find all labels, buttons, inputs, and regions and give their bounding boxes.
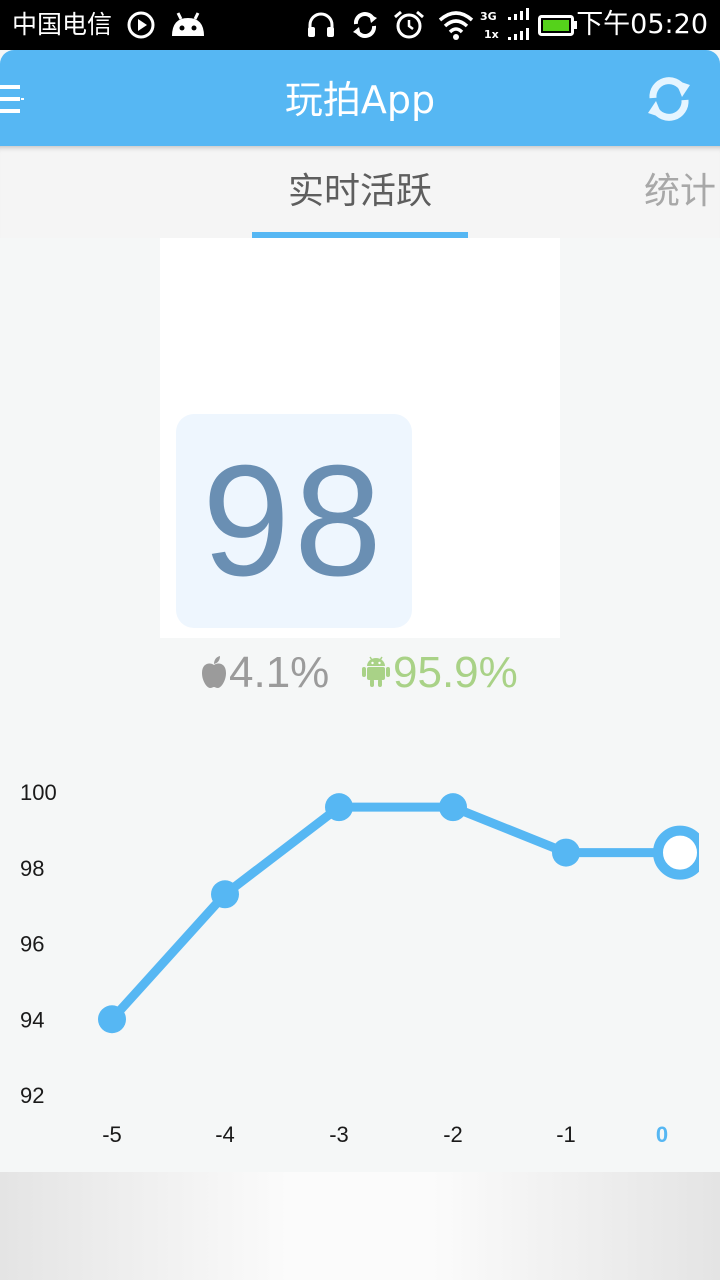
data-point[interactable]	[439, 793, 467, 822]
network-label-bottom: 1x	[484, 28, 499, 41]
app-bar: 玩拍App	[0, 50, 720, 146]
plot-area	[98, 793, 702, 1034]
active-count-box: 98	[176, 414, 412, 628]
active-trend-chart: 100 98 96 94 92 -5 -4 -3 -2 -1 0	[20, 780, 702, 1147]
tab-bar: 实时活跃 统计	[0, 146, 720, 238]
app-title: 玩拍App	[284, 78, 436, 122]
x-tick-label: -3	[329, 1122, 349, 1147]
x-tick-label: -2	[443, 1122, 463, 1147]
active-count-card: 98	[160, 238, 560, 638]
x-tick-label: -1	[556, 1122, 576, 1147]
y-tick-label: 94	[20, 1007, 44, 1032]
x-tick-label: 0	[656, 1122, 668, 1147]
tab-indicator	[252, 232, 468, 238]
y-tick-label: 96	[20, 932, 44, 957]
apple-icon	[202, 656, 226, 688]
data-point[interactable]	[211, 880, 239, 909]
x-tick-label: -5	[102, 1122, 122, 1147]
battery-icon	[538, 15, 577, 36]
signal-icon: 3G 1x	[480, 8, 529, 41]
wifi-icon	[438, 11, 474, 40]
active-count: 98	[202, 433, 386, 609]
y-tick-label: 100	[20, 780, 57, 805]
play-icon	[127, 11, 155, 39]
ios-share: 4.1%	[229, 648, 330, 697]
data-point[interactable]	[552, 838, 580, 867]
refresh-icon[interactable]	[642, 72, 696, 126]
menu-icon[interactable]	[0, 84, 24, 114]
status-bar: 中国电信 3G 1x	[0, 0, 720, 50]
carrier-label: 中国电信	[12, 10, 113, 39]
tab-statistics[interactable]: 统计	[644, 171, 717, 212]
alarm-icon	[394, 10, 424, 39]
android-share: 95.9%	[393, 648, 518, 697]
data-point[interactable]	[325, 793, 353, 822]
tab-realtime-active[interactable]: 实时活跃	[287, 171, 432, 212]
android-notification-icon	[172, 12, 204, 36]
x-tick-label: -4	[215, 1122, 235, 1147]
bottom-bar	[0, 1172, 720, 1280]
clock: 下午05:20	[576, 9, 708, 40]
data-point[interactable]	[98, 1005, 126, 1034]
y-tick-label: 92	[20, 1083, 44, 1108]
sync-icon	[353, 12, 377, 38]
highlighted-data-point[interactable]	[653, 825, 702, 880]
headset-icon	[308, 12, 334, 37]
android-icon	[362, 656, 390, 687]
network-label-top: 3G	[480, 10, 497, 23]
y-tick-label: 98	[20, 856, 44, 881]
series-line	[108, 802, 680, 1023]
